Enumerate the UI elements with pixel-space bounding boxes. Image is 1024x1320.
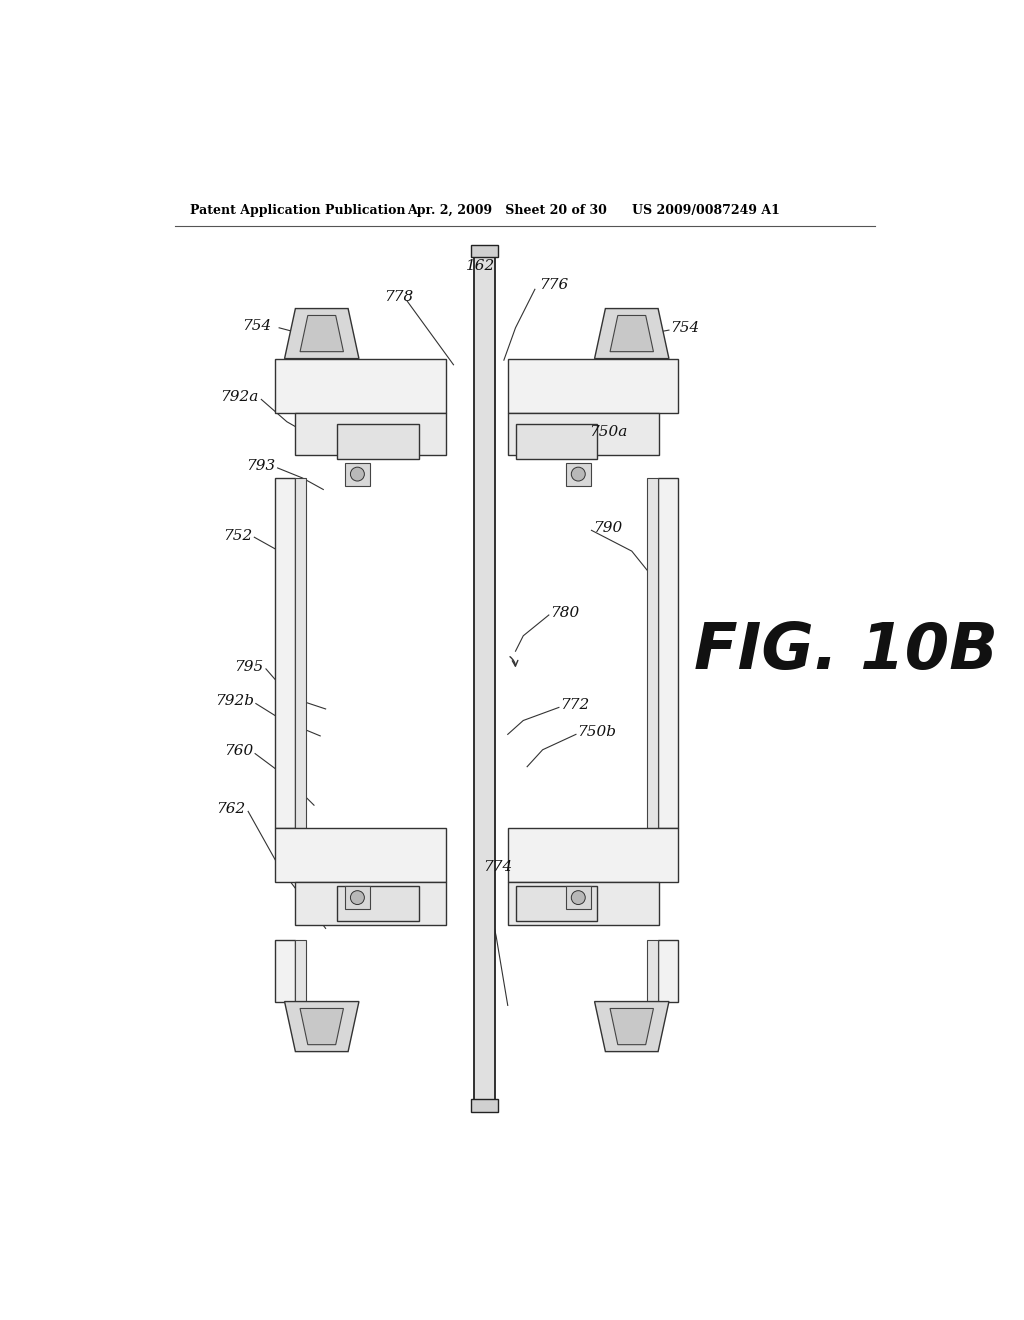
Bar — [275, 940, 295, 1002]
Text: FIG. 10B: FIG. 10B — [693, 620, 997, 682]
Text: 750b: 750b — [578, 725, 616, 739]
Polygon shape — [595, 309, 669, 359]
Text: 792b: 792b — [215, 694, 254, 709]
Bar — [275, 829, 445, 882]
Bar — [337, 424, 419, 459]
Text: 780: 780 — [550, 606, 580, 619]
Text: 793: 793 — [246, 459, 275, 474]
Bar — [295, 412, 445, 455]
Text: 795: 795 — [234, 660, 263, 673]
Bar — [471, 1100, 499, 1111]
Bar — [275, 359, 445, 413]
Text: 792a: 792a — [220, 391, 258, 404]
Polygon shape — [285, 1002, 359, 1052]
Text: 162: 162 — [466, 259, 496, 273]
Circle shape — [571, 891, 586, 904]
Polygon shape — [595, 1002, 669, 1052]
Text: Apr. 2, 2009   Sheet 20 of 30: Apr. 2, 2009 Sheet 20 of 30 — [407, 205, 607, 218]
Bar — [474, 251, 496, 1106]
Bar — [508, 829, 678, 882]
Bar — [515, 886, 597, 921]
Bar — [658, 940, 678, 1002]
Text: 760: 760 — [224, 744, 254, 758]
Text: 790: 790 — [593, 521, 623, 535]
Bar — [566, 462, 591, 486]
Text: 762: 762 — [216, 803, 246, 816]
Bar — [508, 359, 678, 413]
Polygon shape — [300, 315, 343, 351]
Text: 772: 772 — [560, 698, 590, 711]
Bar — [508, 882, 658, 924]
Bar — [658, 478, 678, 829]
Text: US 2009/0087249 A1: US 2009/0087249 A1 — [632, 205, 779, 218]
Bar — [508, 412, 658, 455]
Text: 752: 752 — [223, 529, 252, 543]
Text: 750a: 750a — [589, 425, 628, 438]
Bar — [647, 940, 658, 1002]
Circle shape — [350, 467, 365, 480]
Polygon shape — [285, 309, 359, 359]
Bar — [337, 886, 419, 921]
Bar — [295, 478, 306, 829]
Bar — [345, 462, 370, 486]
Polygon shape — [610, 1008, 653, 1044]
Polygon shape — [610, 315, 653, 351]
Bar — [647, 478, 658, 829]
Bar — [275, 478, 295, 829]
Bar — [471, 244, 499, 257]
Bar — [295, 882, 445, 924]
Text: 754: 754 — [242, 319, 271, 333]
Text: 754: 754 — [671, 321, 699, 335]
Text: 776: 776 — [539, 279, 568, 293]
Circle shape — [571, 467, 586, 480]
Bar — [515, 424, 597, 459]
Bar — [566, 886, 591, 909]
Text: 778: 778 — [385, 290, 414, 304]
Text: 774: 774 — [483, 859, 512, 874]
Text: Patent Application Publication: Patent Application Publication — [190, 205, 406, 218]
Polygon shape — [300, 1008, 343, 1044]
Circle shape — [350, 891, 365, 904]
Bar — [345, 886, 370, 909]
Bar — [295, 940, 306, 1002]
